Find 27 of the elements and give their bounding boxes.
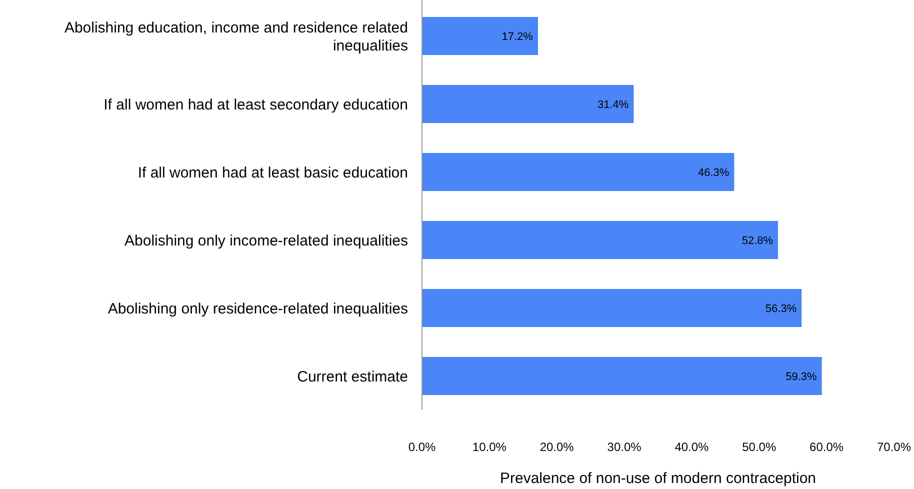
x-tick-label: 50.0% [742,440,776,454]
x-tick-label: 10.0% [472,440,507,454]
bar [422,356,822,396]
data-label: 17.2% [502,30,534,43]
data-label: 59.3% [786,370,818,383]
x-tick-label: 30.0% [607,440,642,454]
bar [422,84,634,124]
x-tick-label: 0.0% [408,440,436,454]
y-tick-label: Abolishing education, income and residence related inequalities [64,19,408,54]
data-label: 46.3% [698,166,730,179]
x-tick-label: 70.0% [876,440,912,454]
bar [422,16,538,56]
data-label: 31.4% [598,98,629,111]
y-tick-label: Current estimate [297,368,408,386]
x-tick-label: 20.0% [540,440,574,454]
y-tick-label: Abolishing only income-related inequalities [124,232,408,250]
bar [422,220,778,260]
bar [422,288,802,328]
x-tick-label: 60.0% [810,440,844,454]
y-tick-label: If all women had at least basic education [138,164,408,182]
x-axis-title: Prevalence of non-use of modern contraception [500,470,816,487]
x-tick-label: 40.0% [674,440,710,454]
y-tick-label: Abolishing only residence-related inequalities [108,300,408,318]
data-label: 56.3% [765,302,797,315]
data-label: 52.8% [742,234,774,247]
bar [422,152,734,192]
y-tick-label: If all women had at least secondary education [104,96,408,114]
